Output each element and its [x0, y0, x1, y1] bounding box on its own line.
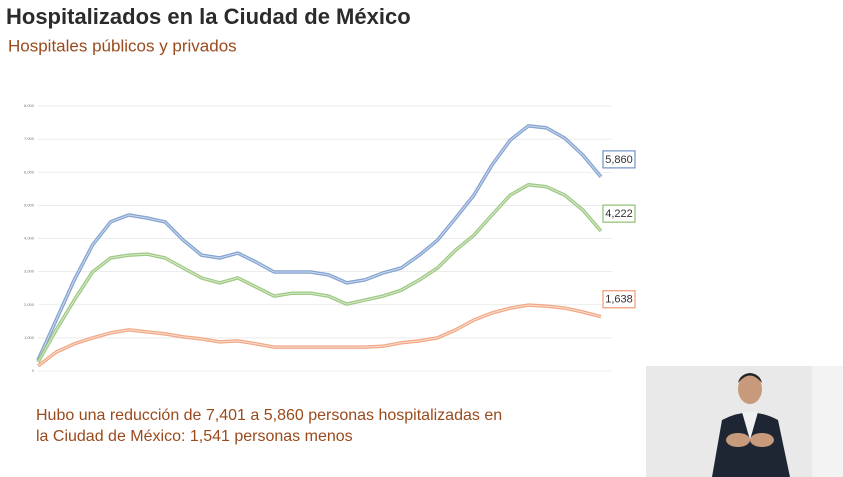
note-box: Hubo una reducción de 7,401 a 5,860 pers…: [36, 407, 503, 445]
value-label: 4,222: [602, 204, 636, 223]
value-label-box: [602, 290, 636, 309]
y-tick-label: 4,000: [24, 236, 35, 241]
chart-subtitle: Hospitales públicos y privados: [8, 36, 237, 55]
series-line: [36, 124, 603, 361]
video-inset: [646, 366, 843, 477]
y-tick-label: 8,000: [24, 103, 35, 108]
y-tick-label: 6,000: [24, 169, 35, 174]
value-label-text: 1,638: [605, 294, 633, 306]
y-tick-label: 0: [32, 368, 35, 373]
value-label: 1,638: [602, 290, 636, 309]
y-tick-label: 3,000: [24, 269, 35, 274]
series-line-inner: [37, 304, 602, 367]
value-label-text: 5,860: [605, 154, 633, 166]
value-label: 5,860: [602, 150, 636, 169]
series-line-inner: [37, 125, 602, 361]
value-label-text: 4,222: [605, 208, 633, 220]
series-line-inner: [37, 184, 602, 363]
y-tick-label: 2,000: [24, 302, 35, 307]
note: Hubo una reducción de 7,401 a 5,860 pers…: [36, 407, 503, 445]
value-label-box: [602, 204, 636, 223]
series-line: [36, 303, 602, 368]
value-label-box: [602, 150, 636, 169]
y-tick-label: 5,000: [24, 202, 35, 207]
y-tick-label: 1,000: [24, 335, 35, 340]
y-tick-label: 7,000: [24, 136, 35, 141]
chart-title: Hospitalizados en la Ciudad de México: [6, 4, 411, 29]
